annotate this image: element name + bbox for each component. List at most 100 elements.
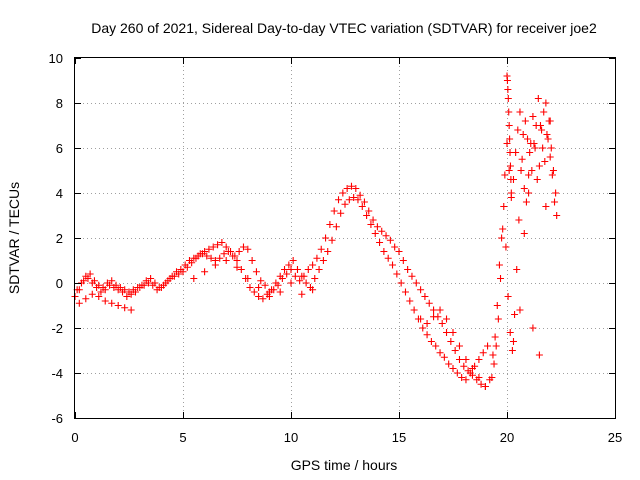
data-point <box>116 284 124 291</box>
axis-ticks <box>75 58 616 419</box>
data-point <box>198 250 206 258</box>
data-point <box>541 158 549 165</box>
data-point <box>499 225 507 233</box>
data-point <box>395 248 403 255</box>
data-point <box>451 347 459 354</box>
x-tick-label: 15 <box>392 430 406 445</box>
data-point <box>103 279 111 287</box>
data-point <box>412 279 420 287</box>
data-point <box>517 167 525 174</box>
y-tick-label: 6 <box>56 141 63 156</box>
data-point <box>511 311 519 318</box>
data-point <box>475 374 483 381</box>
data-point <box>505 122 513 129</box>
data-point <box>265 293 273 300</box>
data-point <box>90 277 98 285</box>
data-point <box>535 351 543 359</box>
y-tick-label: -4 <box>51 366 63 381</box>
data-point <box>369 216 377 224</box>
x-tick-label: 10 <box>284 430 298 445</box>
data-point <box>521 117 529 125</box>
data-point <box>121 286 129 294</box>
data-point <box>425 299 433 307</box>
data-point <box>498 234 506 242</box>
data-point <box>408 272 416 280</box>
data-point <box>404 266 412 273</box>
data-point <box>347 182 355 190</box>
data-point <box>525 171 533 179</box>
data-points <box>71 72 561 390</box>
data-point <box>190 254 198 262</box>
data-point <box>432 342 440 350</box>
data-point <box>506 329 514 336</box>
data-point <box>313 254 321 262</box>
data-point <box>492 342 500 350</box>
x-tick-label: 0 <box>71 430 78 445</box>
series-track-b <box>73 194 492 384</box>
data-point <box>386 236 394 244</box>
data-point <box>488 374 496 381</box>
data-point <box>298 290 306 298</box>
series-track-f <box>503 72 554 359</box>
data-point <box>443 329 451 336</box>
data-point <box>289 257 297 264</box>
data-point <box>367 221 375 228</box>
data-point <box>101 297 109 305</box>
chart-title: Day 260 of 2021, Sidereal Day-to-day VTE… <box>91 20 597 36</box>
data-point <box>495 261 503 269</box>
data-point <box>276 288 284 296</box>
data-point <box>350 194 358 201</box>
data-point <box>389 261 397 269</box>
data-point <box>248 257 256 264</box>
x-tick-labels: 0 5 10 15 20 25 <box>71 430 622 445</box>
data-point <box>160 281 168 289</box>
data-point <box>494 315 502 323</box>
data-point <box>358 203 366 210</box>
data-point <box>341 200 349 208</box>
data-point <box>244 275 252 282</box>
data-point <box>504 86 512 93</box>
data-point <box>365 207 373 215</box>
data-point <box>406 297 414 305</box>
data-point <box>246 284 254 291</box>
data-point <box>548 171 556 179</box>
data-point <box>86 270 94 278</box>
data-point <box>211 261 219 269</box>
data-point <box>536 122 544 129</box>
data-point <box>507 189 515 197</box>
data-point <box>504 293 512 300</box>
data-point <box>533 176 541 183</box>
data-point <box>447 338 455 345</box>
series-track-a <box>71 182 494 390</box>
data-point <box>216 254 224 262</box>
data-point <box>343 185 351 192</box>
data-point <box>296 277 304 285</box>
data-point <box>252 268 260 276</box>
data-point <box>455 342 463 350</box>
data-point <box>493 302 501 309</box>
data-point <box>352 185 360 192</box>
x-tick-label: 25 <box>608 430 622 445</box>
data-point <box>281 266 289 273</box>
y-tick-labels: -6 -4 -2 0 2 4 6 8 10 <box>49 51 63 426</box>
data-point <box>108 299 116 307</box>
data-point <box>244 245 252 253</box>
data-point <box>82 272 90 280</box>
y-axis-title: SDTVAR / TECUs <box>6 182 22 294</box>
data-point <box>261 281 269 289</box>
data-point <box>440 353 448 361</box>
data-point <box>134 284 142 291</box>
data-point <box>354 196 362 204</box>
data-point <box>507 176 515 183</box>
data-point <box>529 113 537 120</box>
data-point <box>88 290 96 298</box>
data-point <box>233 263 241 271</box>
data-point <box>490 360 498 368</box>
data-point <box>553 212 561 219</box>
data-point <box>529 324 537 332</box>
data-point <box>285 261 293 269</box>
data-point <box>525 189 533 197</box>
data-point <box>539 144 547 152</box>
data-point <box>522 198 530 206</box>
data-point <box>453 369 461 377</box>
